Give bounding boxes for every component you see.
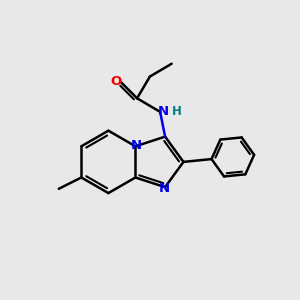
Text: N: N [130,139,142,152]
Text: O: O [110,75,122,88]
Text: N: N [158,105,169,118]
Text: H: H [172,105,182,119]
Text: N: N [159,182,170,195]
